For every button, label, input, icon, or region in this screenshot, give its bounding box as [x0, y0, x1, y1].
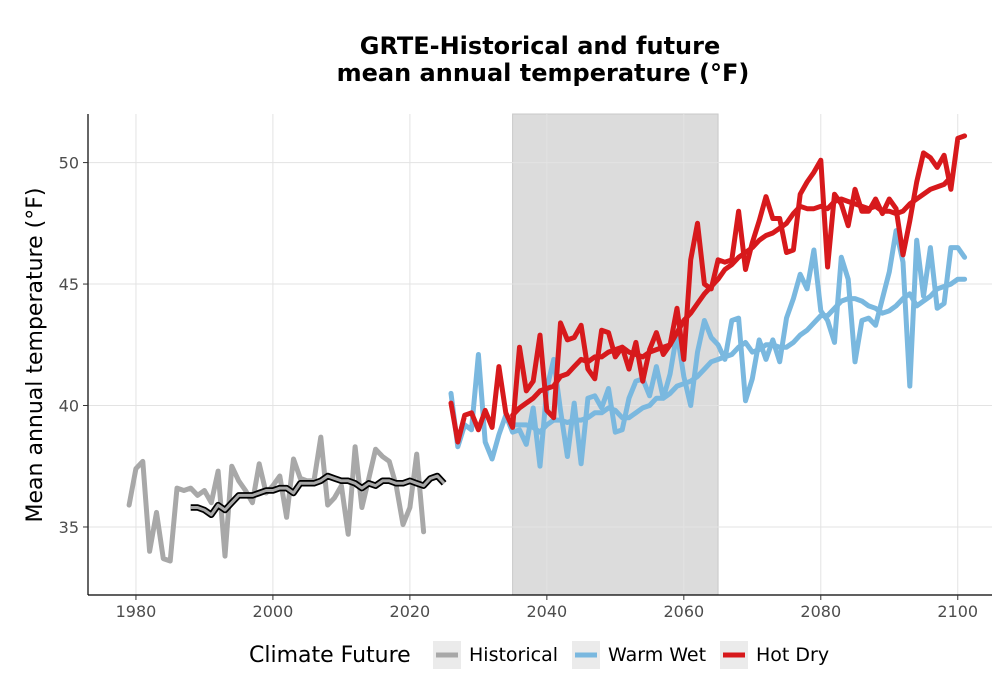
- legend-label-historical: Historical: [469, 644, 558, 666]
- series-lines: [126, 133, 968, 564]
- y-tick-label: 50: [59, 154, 79, 173]
- axes: [83, 114, 992, 600]
- x-tick-label: 1980: [116, 602, 157, 621]
- x-tick-label: 2080: [800, 602, 841, 621]
- y-tick-label: 45: [59, 275, 79, 294]
- legend-label-hot-dry: Hot Dry: [756, 644, 829, 666]
- x-tick-label: 2060: [663, 602, 704, 621]
- y-tick-label: 35: [59, 518, 79, 537]
- y-tick-label: 40: [59, 397, 79, 416]
- chart-title-line-1: GRTE-Historical and future: [360, 32, 720, 60]
- x-tick-label: 2020: [390, 602, 431, 621]
- x-tick-label: 2100: [937, 602, 978, 621]
- legend-title: Climate Future: [249, 643, 411, 668]
- y-axis-title: Mean annual temperature (°F): [23, 188, 48, 523]
- x-tick-label: 2040: [526, 602, 567, 621]
- legend: Climate Future Historical Warm Wet Hot D…: [249, 641, 829, 669]
- series-line-hot-dry: [510, 174, 954, 418]
- gridlines: [88, 114, 992, 595]
- series-line-warm-wet: [510, 276, 968, 435]
- tick-labels: 1980 2000 2020 2040 2060 2080 2100 35 40 45 50: [59, 154, 978, 621]
- x-tick-label: 2000: [253, 602, 294, 621]
- chart-title-line-2: mean annual temperature (°F): [337, 59, 750, 87]
- series-line-historical: [126, 434, 427, 564]
- running-mean-line-historical: [190, 474, 446, 517]
- legend-label-warm-wet: Warm Wet: [608, 644, 706, 666]
